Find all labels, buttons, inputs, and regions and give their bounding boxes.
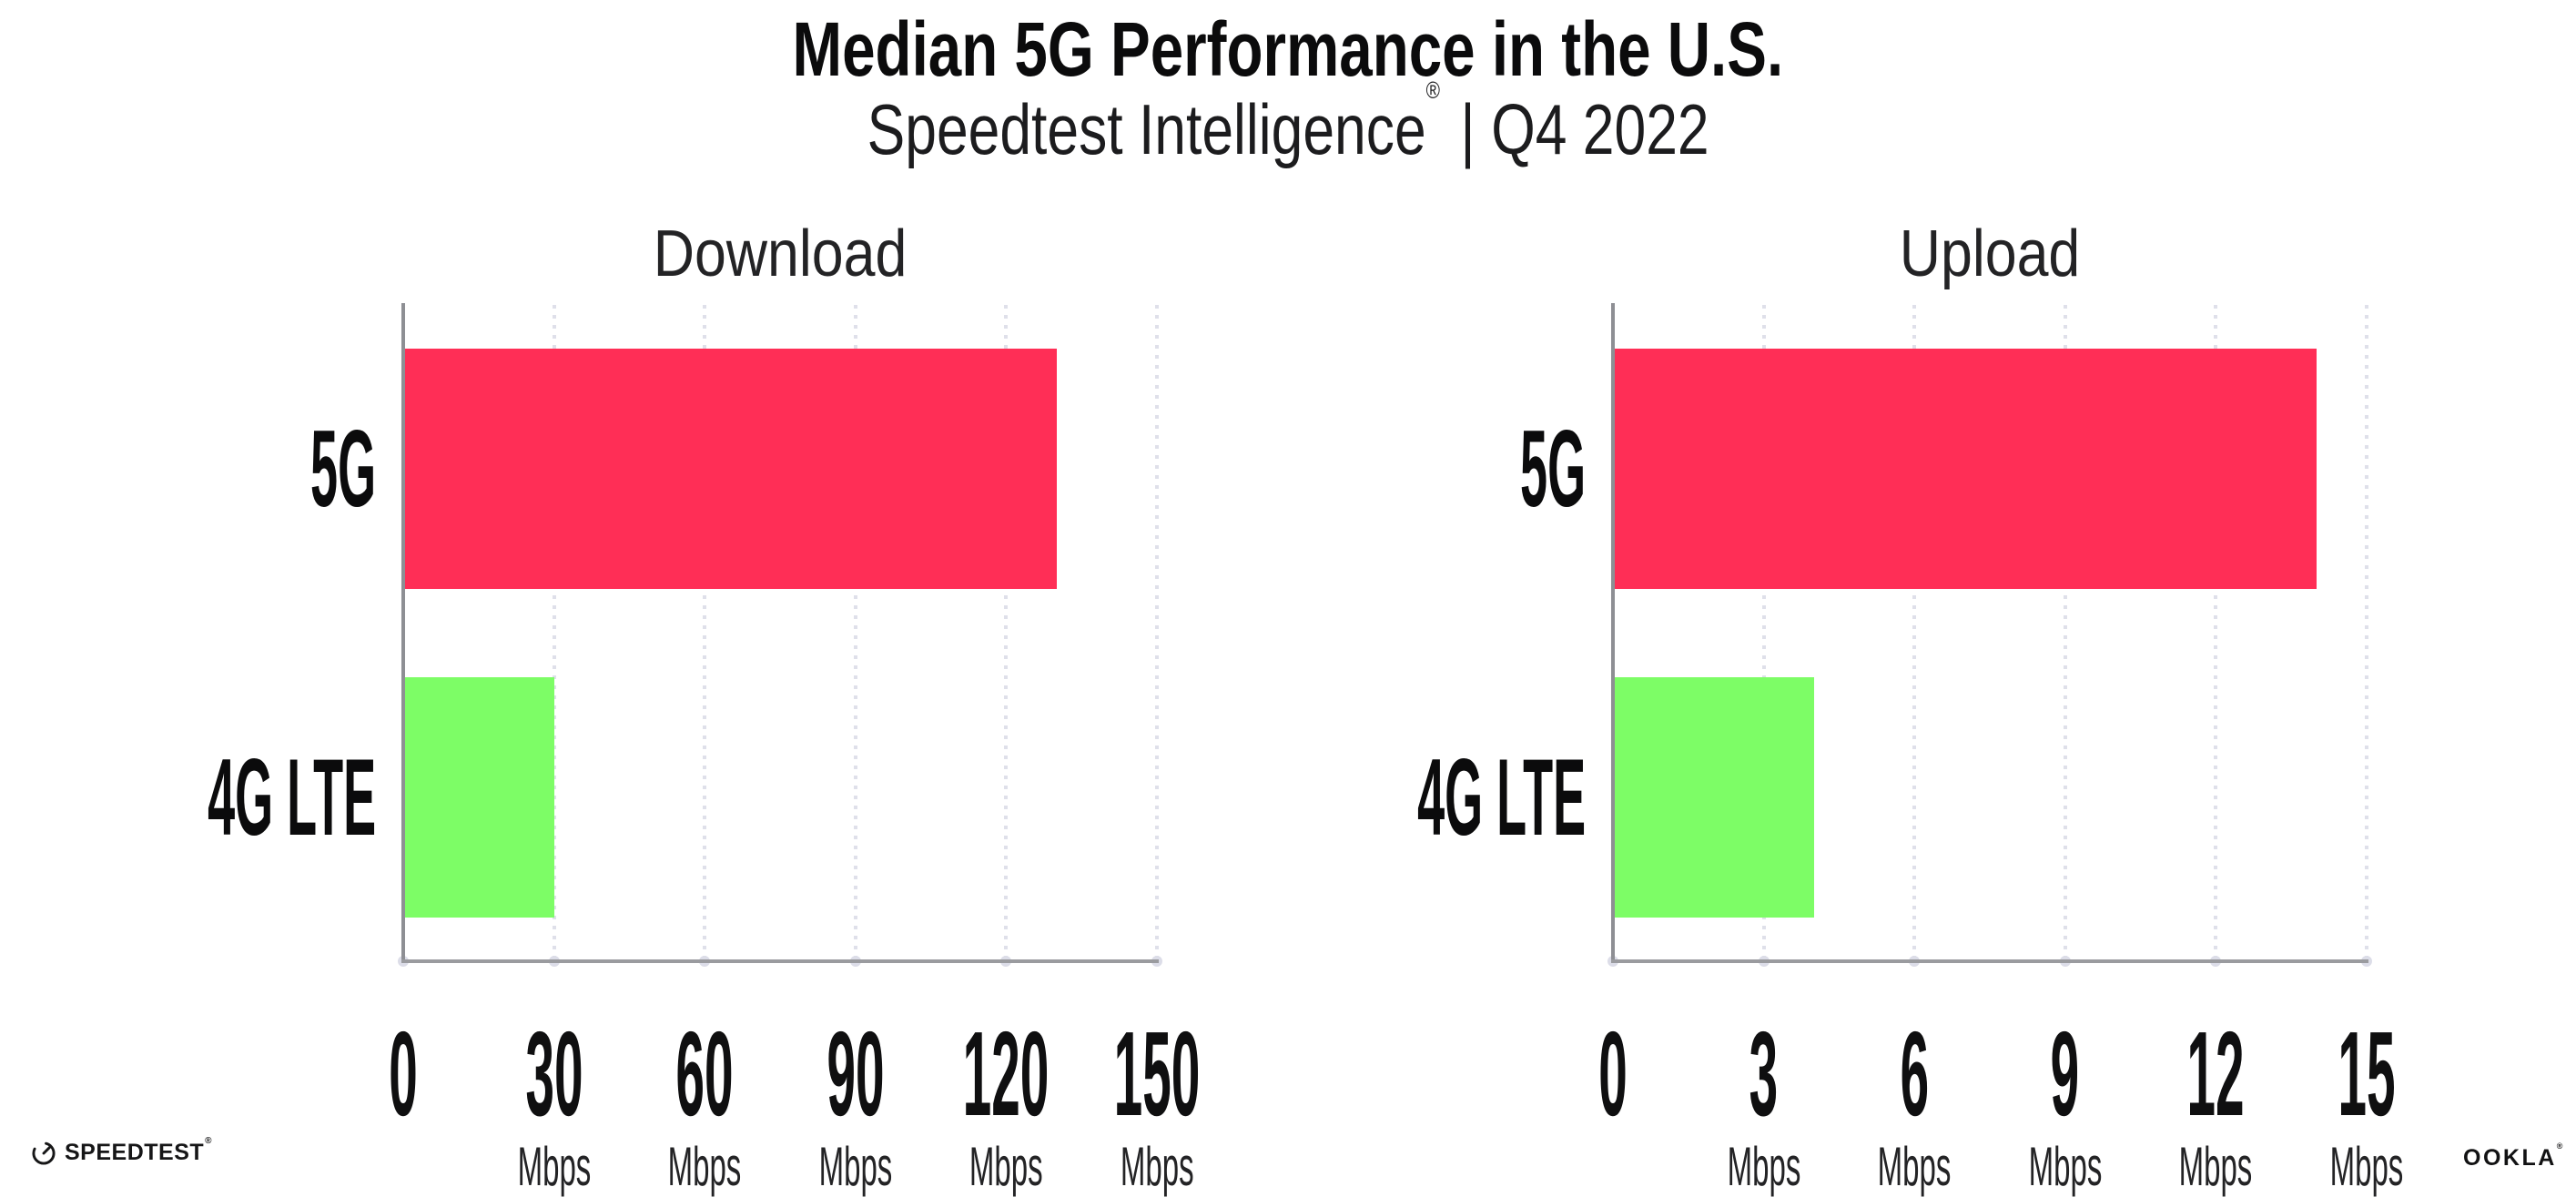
gridline: [703, 305, 707, 961]
download-chart-title-text: Download: [653, 218, 908, 290]
x-tick-unit: Mbps: [969, 1136, 1043, 1197]
x-tick-value: 60: [675, 1007, 734, 1141]
x-tick-unit: Mbps: [2329, 1136, 2404, 1197]
upload-x-axis: [1611, 959, 2368, 963]
bar-4g-lte: [403, 676, 554, 918]
x-tick-value: 30: [525, 1007, 583, 1141]
x-tick-unit: Mbps: [1120, 1136, 1194, 1197]
speedtest-label: SPEEDTEST: [65, 1140, 205, 1165]
download-chart-title: Download: [634, 217, 926, 291]
x-tick-unit: Mbps: [667, 1136, 742, 1197]
ookla-label: OOKLA: [2463, 1145, 2557, 1171]
page-title-text: Median 5G Performance in the U.S.: [792, 6, 1784, 92]
x-tick: 0: [370, 1014, 436, 1134]
x-tick: 0: [1579, 1014, 1646, 1134]
x-tick-value: 90: [827, 1007, 885, 1141]
page-subtitle-text: Speedtest Intelligence® | Q4 2022: [867, 78, 1709, 170]
registered-mark: ®: [1425, 76, 1440, 105]
x-tick: 3 Mbps: [1697, 1014, 1831, 1194]
speedtest-logo: SPEEDTEST®: [31, 1136, 212, 1166]
speedtest-gauge-icon: [31, 1141, 56, 1166]
download-x-tick-labels: 0 30 Mbps 60 Mbps 90 Mbps 120 Mbps 150 Mbps: [389, 1014, 1200, 1196]
x-tick: 12 Mbps: [2149, 1014, 2283, 1194]
x-tick-value: 15: [2338, 1007, 2396, 1141]
x-tick: 120 Mbps: [906, 1014, 1106, 1194]
x-tick-value: 0: [1598, 1007, 1628, 1141]
gridline: [1155, 305, 1159, 961]
ookla-logo: OOKLA®: [2463, 1141, 2562, 1172]
category-label-5g: 5G: [1519, 408, 1586, 530]
subtitle-separator: |: [1460, 89, 1476, 170]
gridline: [1004, 305, 1009, 961]
upload-chart-title: Upload: [1886, 217, 2094, 291]
category-label-5g: 5G: [309, 408, 376, 530]
upload-plot-area: 0 3 Mbps 6 Mbps 9 Mbps 12 Mbps 15 Mbps 5G 4G LTE: [1417, 303, 2403, 1194]
gridline: [552, 305, 556, 961]
x-tick-value: 120: [963, 1007, 1050, 1141]
x-tick: 30 Mbps: [487, 1014, 621, 1194]
x-tick-unit: Mbps: [2179, 1136, 2253, 1197]
x-tick: 60 Mbps: [638, 1014, 772, 1194]
x-tick: 9 Mbps: [1998, 1014, 2132, 1194]
speedtest-wordmark: SPEEDTEST®: [65, 1136, 212, 1166]
x-tick-value: 6: [1900, 1007, 1929, 1141]
upload-y-axis: [1611, 303, 1615, 963]
x-tick: 6 Mbps: [1848, 1014, 1982, 1194]
speedtest-registered-mark: ®: [205, 1135, 213, 1146]
subtitle-brand: Speedtest Intelligence: [867, 89, 1426, 170]
bar-4g-lte: [1613, 676, 1814, 918]
x-tick: 150 Mbps: [1057, 1014, 1257, 1194]
gridline: [1761, 305, 1766, 961]
category-label-4g-lte: 4G LTE: [207, 735, 376, 858]
subtitle-period: Q4 2022: [1491, 89, 1709, 170]
x-tick-unit: Mbps: [1877, 1136, 1952, 1197]
x-tick-value: 12: [2186, 1007, 2245, 1141]
x-tick-unit: Mbps: [1727, 1136, 1800, 1197]
x-tick-value: 0: [389, 1007, 418, 1141]
gridline: [853, 305, 857, 961]
page-title: Median 5G Performance in the U.S.: [0, 9, 2576, 89]
x-tick-unit: Mbps: [818, 1136, 893, 1197]
upload-chart-title-text: Upload: [1899, 218, 2081, 290]
x-tick: 90 Mbps: [788, 1014, 922, 1194]
download-x-axis: [401, 959, 1159, 963]
x-tick: 15 Mbps: [2300, 1014, 2434, 1194]
upload-x-tick-labels: 0 3 Mbps 6 Mbps 9 Mbps 12 Mbps 15 Mbps: [1598, 1014, 2403, 1196]
bar-5g: [1613, 349, 2317, 589]
category-label-4g-lte: 4G LTE: [1416, 735, 1586, 858]
ookla-registered-mark: ®: [2556, 1141, 2563, 1151]
gridline: [1912, 305, 1917, 961]
bar-5g: [403, 349, 1057, 589]
gridline: [2063, 305, 2067, 961]
x-tick-unit: Mbps: [517, 1136, 591, 1197]
download-plot-area: 0 30 Mbps 60 Mbps 90 Mbps 120 Mbps 150 Mbps 5G 4G L…: [208, 303, 1200, 1194]
x-tick-value: 150: [1113, 1007, 1201, 1141]
download-y-axis: [401, 303, 405, 963]
gridline: [2365, 305, 2368, 961]
gridline: [2214, 305, 2218, 961]
x-tick-unit: Mbps: [2028, 1136, 2103, 1197]
x-tick-value: 3: [1749, 1007, 1779, 1141]
chart-header: Median 5G Performance in the U.S. Speedt…: [0, 9, 2576, 167]
page-subtitle: Speedtest Intelligence® | Q4 2022: [0, 78, 2576, 170]
x-tick-value: 9: [2051, 1007, 2080, 1141]
